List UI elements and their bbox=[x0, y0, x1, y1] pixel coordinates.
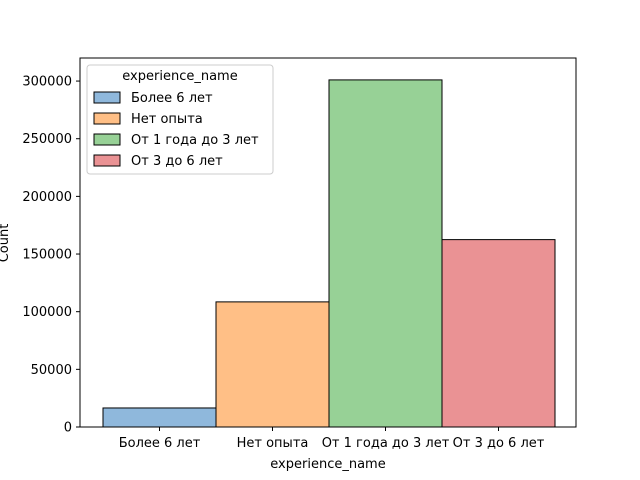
y-tick-label: 100000 bbox=[22, 305, 72, 320]
legend-swatch bbox=[93, 133, 121, 146]
legend-entry-label: Более 6 лет bbox=[131, 91, 213, 106]
x-axis-ticks: Более 6 лет Нет опыта От 1 года до 3 лет От… bbox=[119, 427, 545, 451]
legend-title: experience_name bbox=[122, 69, 237, 84]
bar-2 bbox=[328, 79, 443, 428]
y-tick-label: 200000 bbox=[22, 190, 72, 205]
bars-group bbox=[102, 79, 556, 428]
y-tick-label: 150000 bbox=[22, 248, 72, 263]
y-tick-label: 300000 bbox=[22, 75, 72, 90]
bar-1 bbox=[215, 301, 330, 428]
legend-swatch bbox=[93, 112, 121, 125]
bar-0 bbox=[102, 407, 217, 428]
x-axis-label: experience_name bbox=[270, 457, 385, 472]
y-tick-label: 250000 bbox=[22, 132, 72, 147]
x-tick-label: От 1 года до 3 лет bbox=[322, 436, 450, 451]
y-axis-label: Count bbox=[0, 224, 12, 263]
legend-entry-label: Нет опыта bbox=[131, 112, 203, 127]
x-tick-label: От 3 до 6 лет bbox=[453, 436, 545, 451]
x-tick-label: Более 6 лет bbox=[119, 436, 201, 451]
legend-entry-label: От 1 года до 3 лет bbox=[131, 133, 259, 148]
y-tick-label: 0 bbox=[64, 421, 72, 436]
legend: experience_name Более 6 лет Нет опыта От 1… bbox=[86, 64, 274, 175]
axes-frame bbox=[79, 57, 577, 428]
y-axis-ticks: 0 50000 100000 150000 200000 250000 300000 bbox=[22, 75, 80, 436]
legend-box bbox=[86, 64, 274, 175]
x-tick-label: Нет опыта bbox=[237, 436, 309, 451]
legend-swatch bbox=[93, 154, 121, 167]
y-tick-label: 50000 bbox=[31, 363, 72, 378]
legend-swatch bbox=[93, 91, 121, 104]
bar-3 bbox=[441, 239, 556, 428]
legend-entry-label: От 3 до 6 лет bbox=[131, 154, 223, 169]
